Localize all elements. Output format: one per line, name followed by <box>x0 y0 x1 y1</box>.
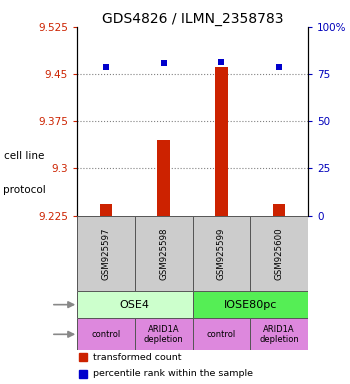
Title: GDS4826 / ILMN_2358783: GDS4826 / ILMN_2358783 <box>102 12 283 26</box>
Bar <box>193 318 250 351</box>
Text: percentile rank within the sample: percentile rank within the sample <box>93 369 253 378</box>
Text: GSM925599: GSM925599 <box>217 227 226 280</box>
Bar <box>135 216 192 291</box>
Text: ARID1A
depletion: ARID1A depletion <box>144 324 183 344</box>
Bar <box>157 140 170 216</box>
Bar <box>193 291 308 318</box>
Text: GSM925600: GSM925600 <box>275 227 284 280</box>
Text: ARID1A
depletion: ARID1A depletion <box>259 324 299 344</box>
Text: cell line: cell line <box>4 151 44 161</box>
Bar <box>273 204 286 216</box>
Text: GSM925598: GSM925598 <box>159 227 168 280</box>
Bar <box>77 291 193 318</box>
Text: transformed count: transformed count <box>93 353 182 361</box>
Text: IOSE80pc: IOSE80pc <box>224 300 277 310</box>
Bar <box>77 318 135 351</box>
Bar <box>250 318 308 351</box>
Bar <box>77 216 135 291</box>
Text: control: control <box>91 330 120 339</box>
Text: OSE4: OSE4 <box>120 300 150 310</box>
Bar <box>135 318 192 351</box>
Text: protocol: protocol <box>4 185 46 195</box>
Text: control: control <box>207 330 236 339</box>
Bar <box>250 216 308 291</box>
Bar <box>99 204 112 216</box>
Bar <box>215 66 228 216</box>
Bar <box>193 216 250 291</box>
Text: GSM925597: GSM925597 <box>102 227 110 280</box>
